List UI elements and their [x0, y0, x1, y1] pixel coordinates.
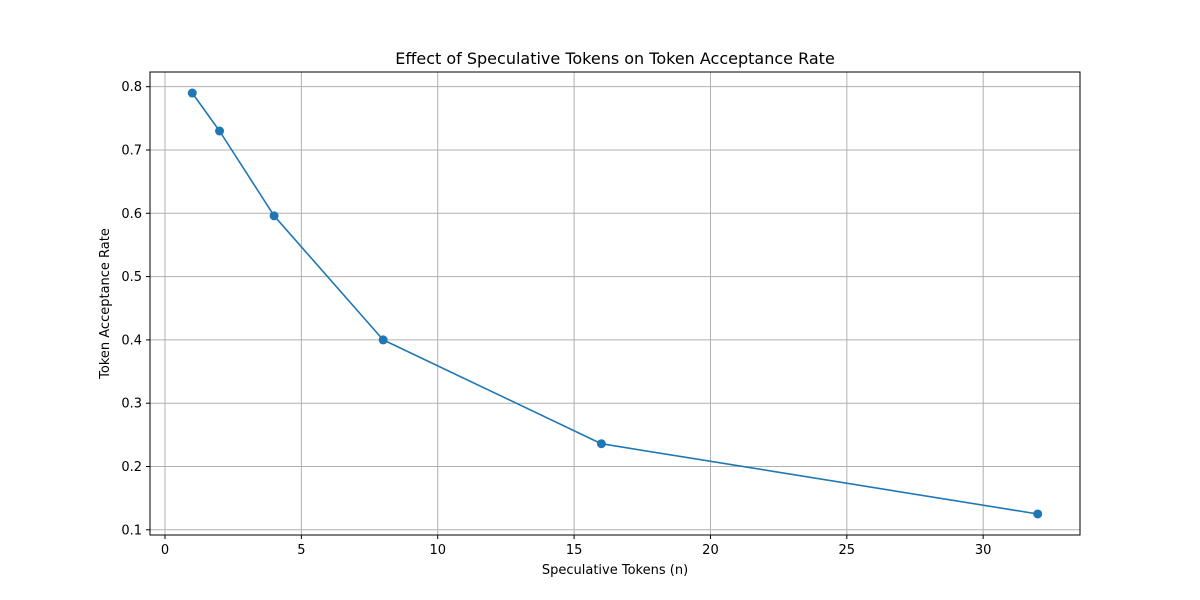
chart-title: Effect of Speculative Tokens on Token Ac… [395, 49, 835, 68]
data-point-marker [215, 126, 225, 136]
data-point-marker [187, 88, 197, 98]
y-tick-label: 0.7 [121, 143, 142, 158]
x-tick-label: 20 [702, 543, 719, 558]
y-tick-label: 0.2 [121, 460, 142, 475]
y-tick-label: 0.6 [121, 207, 142, 222]
data-point-marker [269, 211, 279, 221]
y-tick-label: 0.5 [121, 270, 142, 285]
series-line [191, 92, 1038, 515]
x-tick-label: 10 [429, 543, 446, 558]
x-tick-label: 0 [161, 543, 169, 558]
data-point-marker [596, 439, 606, 449]
x-tick-label: 5 [297, 543, 305, 558]
x-tick-label: 15 [566, 543, 583, 558]
plot-area [149, 71, 1081, 536]
grid [150, 72, 1080, 535]
y-tick-label: 0.3 [121, 397, 142, 412]
x-tick-label: 25 [839, 543, 856, 558]
y-tick-label: 0.1 [121, 523, 142, 538]
y-tick-label: 0.4 [121, 333, 142, 348]
y-axis-label: Token Acceptance Rate [98, 228, 113, 380]
axis-ticks: 0 5 10 15 20 25 30 0.1 0.2 0.3 0.4 0.5 0.6 0.7 0.8 [121, 80, 991, 558]
y-tick-label: 0.8 [121, 80, 142, 95]
x-tick-label: 30 [975, 543, 992, 558]
series-layer [187, 88, 1043, 519]
x-axis-label: Speculative Tokens (n) [542, 563, 688, 578]
data-point-marker [378, 335, 388, 345]
data-point-marker [1033, 509, 1043, 519]
